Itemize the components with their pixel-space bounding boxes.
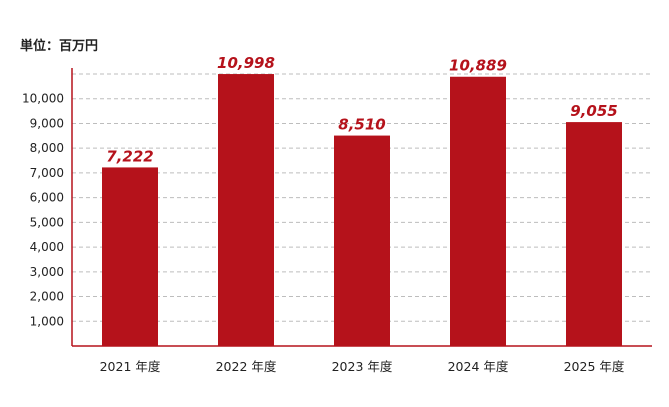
data-label: 9,055 xyxy=(570,102,617,120)
data-label: 7,222 xyxy=(106,147,153,165)
y-tick-label: 5,000 xyxy=(30,215,64,229)
category-label: 2021 年度 xyxy=(100,359,161,374)
y-tick-label: 9,000 xyxy=(30,116,64,130)
y-tick-label: 3,000 xyxy=(30,265,64,279)
y-tick-label: 7,000 xyxy=(30,166,64,180)
category-label: 2024 年度 xyxy=(448,359,509,374)
y-tick-label: 4,000 xyxy=(30,240,64,254)
data-label: 10,889 xyxy=(449,57,507,75)
y-tick-label: 6,000 xyxy=(30,191,64,205)
data-label: 8,510 xyxy=(338,116,385,134)
y-tick-label: 1,000 xyxy=(30,314,64,328)
category-label: 2025 年度 xyxy=(564,359,625,374)
unit-label: 単位：百万円 xyxy=(20,39,99,54)
bar xyxy=(102,167,158,346)
bar xyxy=(566,122,622,346)
data-label: 10,998 xyxy=(217,54,275,72)
y-tick-label: 2,000 xyxy=(30,290,64,304)
bar xyxy=(218,74,274,347)
bar xyxy=(334,135,390,346)
bar xyxy=(450,76,506,347)
y-tick-label: 8,000 xyxy=(30,141,64,155)
category-label: 2023 年度 xyxy=(332,359,393,374)
category-label: 2022 年度 xyxy=(216,359,277,374)
y-tick-label: 10,000 xyxy=(22,92,64,106)
